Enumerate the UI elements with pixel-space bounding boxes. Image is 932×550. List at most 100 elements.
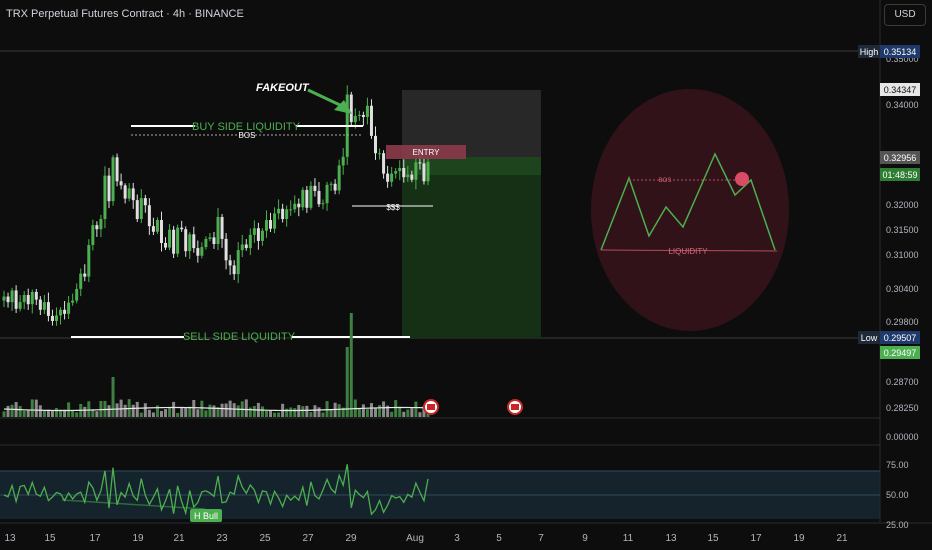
target-zone[interactable] (402, 157, 541, 338)
entry-label-box (386, 145, 466, 159)
volume-bar (422, 406, 426, 417)
candle-body (115, 157, 119, 182)
candle-body (26, 295, 30, 305)
volume-bar (345, 347, 349, 417)
volume-bar (382, 401, 386, 417)
entry-label: ENTRY (413, 148, 441, 157)
candle-body (398, 168, 402, 172)
candle-body (378, 153, 382, 155)
candle-body (390, 173, 394, 182)
countdown-tag-text: 01:48:59 (882, 170, 917, 180)
candle-body (309, 185, 313, 208)
target-price-tag (880, 346, 920, 359)
candle-body (256, 228, 260, 241)
volume-bar (188, 406, 192, 417)
time-axis-label: 13 (665, 533, 677, 544)
volume-bar (309, 412, 313, 417)
countdown-tag (880, 168, 920, 181)
time-axis-label: 27 (302, 533, 314, 544)
candle-body (212, 237, 216, 244)
rsi-axis-75: 75.00 (886, 460, 909, 470)
volume-bar (143, 403, 147, 417)
time-axis-label: 17 (89, 533, 101, 544)
rsi-axis-25: 25.00 (886, 520, 909, 530)
candle-body (2, 296, 6, 301)
volume-bar (232, 403, 236, 417)
volume-bar (54, 408, 58, 417)
time-axis-label: 11 (623, 533, 634, 544)
volume-bar (321, 412, 325, 417)
high-tag-label: High (860, 47, 879, 57)
volume-bar (244, 399, 248, 417)
price-axis[interactable]: 0.350000.340000.330000.320000.315000.310… (886, 54, 919, 442)
candle-body (135, 200, 139, 220)
volume-bar (172, 401, 176, 417)
low-tag-label-box (858, 331, 880, 344)
candle-body (176, 227, 180, 254)
bos-label: BOS (239, 131, 256, 140)
volume-bar (38, 405, 42, 417)
time-axis-label: 15 (707, 533, 719, 544)
volume-bar (398, 406, 402, 417)
candle-body (188, 234, 192, 252)
candle-body (232, 265, 236, 275)
price-axis-label: 0.31000 (886, 250, 919, 260)
candle-body (394, 171, 398, 174)
event-icon-1[interactable] (423, 399, 439, 415)
candle-body (10, 290, 14, 303)
volume-bar (139, 412, 143, 417)
volume-bar (349, 313, 353, 417)
candle-body (95, 225, 99, 230)
candle-body (91, 225, 95, 246)
price-axis-label: 0.34000 (886, 100, 919, 110)
candle-body (248, 234, 252, 249)
candle-body (204, 238, 208, 248)
time-axis-label: 3 (454, 533, 460, 544)
candle-body (382, 153, 386, 174)
candle-body (281, 208, 285, 220)
chart-title: TRX Perpetual Futures Contract · 4h · BI… (6, 8, 244, 20)
volume-bar (115, 403, 119, 417)
volume-bar (313, 405, 317, 417)
volume-bar (264, 410, 268, 417)
candle-body (107, 175, 111, 202)
candle-body (386, 173, 390, 182)
h-bull-label: H Bull (194, 511, 218, 521)
candle-body (139, 198, 143, 220)
event-icon-2[interactable] (507, 399, 523, 415)
volume-bar (410, 408, 414, 417)
volume-bar (67, 402, 71, 417)
candle-body (87, 245, 91, 277)
volume-bar (378, 405, 382, 417)
time-axis[interactable]: 13 15 17 19 21 23 25 27 29 Aug 3 5 7 9 11 13 15 17 19 21 (4, 533, 848, 544)
candle-body (119, 181, 123, 186)
price-axis-label: 0.30400 (886, 284, 919, 294)
candle-body (184, 229, 188, 252)
candle-body (34, 291, 38, 300)
volume-bar (414, 401, 418, 417)
candle-body (67, 302, 71, 314)
price-axis-label: 0.31500 (886, 225, 919, 235)
volume-bar (164, 409, 168, 417)
time-axis-label: 19 (793, 533, 805, 544)
low-tag-label: Low (861, 333, 878, 343)
volume-bar (2, 411, 6, 417)
candle-body (329, 183, 333, 185)
candle-body (75, 288, 79, 301)
candle-body (147, 205, 151, 227)
candle-body (317, 190, 321, 205)
time-axis-label: 13 (4, 533, 16, 544)
high-tag-label-box (858, 45, 880, 58)
candle-body (333, 183, 337, 191)
time-axis-label: 23 (216, 533, 228, 544)
currency-button[interactable]: USD (884, 4, 926, 26)
candle-body (228, 260, 232, 266)
candle-body (42, 302, 46, 310)
volume-bar (192, 399, 196, 417)
candle-body (224, 238, 228, 261)
candle-body (353, 115, 357, 123)
volume-bar (168, 408, 172, 417)
time-axis-label: 7 (538, 533, 544, 544)
volume-bar (305, 405, 309, 417)
